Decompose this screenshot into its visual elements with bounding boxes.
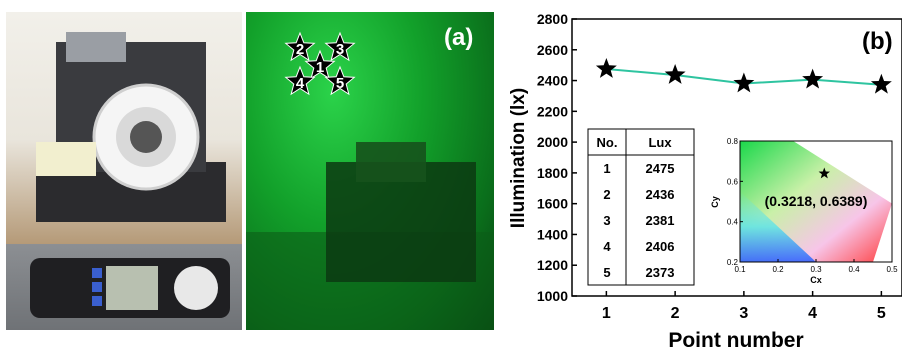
x-tick-label: 2: [671, 305, 680, 322]
measurement-star-2: [284, 31, 316, 62]
lux-meter-illustration: [30, 258, 230, 318]
inset-x-axis-title: Cx: [810, 275, 822, 285]
inset-x-tick-label: 0.4: [848, 265, 860, 274]
y-tick-label: 2000: [537, 134, 568, 150]
inset-y-tick-label: 0.8: [727, 137, 739, 146]
y-tick-label: 1400: [537, 226, 568, 242]
x-tick-label: 3: [739, 305, 748, 322]
measurement-star-4: [284, 65, 316, 96]
cie-blue-region: [740, 191, 816, 262]
measurement-star-3: [324, 31, 356, 62]
y-tick-label: 1800: [537, 165, 568, 181]
plot-frame: [571, 18, 902, 297]
inset-x-tick-label: 0.5: [886, 265, 898, 274]
measurement-star-label: 4: [296, 75, 305, 92]
data-point-4: [802, 68, 824, 89]
measurement-star-label: 3: [336, 41, 344, 58]
y-tick-label: 1000: [537, 288, 568, 304]
table-cell: 2406: [646, 239, 675, 254]
green-illumination-photo: [246, 12, 494, 330]
table-cell: 2436: [646, 187, 675, 202]
measurement-star-label: 2: [296, 41, 304, 58]
inset-chromaticity-point: [818, 167, 830, 179]
measurement-star-label: 1: [316, 59, 324, 76]
table-header: No.: [597, 135, 618, 150]
table-cell: 2373: [646, 265, 675, 280]
illumination-chart: 1000 1200 1400 1600 1800 2000 2200 2400 2600 2800…: [508, 11, 902, 351]
table-cell: 2475: [646, 161, 675, 176]
table-cell: 4: [603, 239, 611, 254]
measurement-star-5: [324, 65, 356, 96]
green-scene: [246, 142, 494, 330]
table-cell: 2381: [646, 213, 675, 228]
table-cell: 1: [603, 161, 610, 176]
table-cell: 2: [603, 187, 610, 202]
inset-y-tick-label: 0.4: [727, 218, 739, 227]
measurement-star-label: 5: [336, 75, 344, 92]
lux-meter-photo: [6, 244, 242, 330]
panel-a-label: (a): [444, 24, 474, 51]
inset-annotation: (0.3218, 0.6389): [765, 193, 868, 209]
data-point-2: [664, 64, 686, 84]
y-axis-title: Illumination (lx): [508, 88, 529, 228]
y-tick-label: 2200: [537, 103, 568, 119]
x-tick-label: 1: [602, 305, 611, 322]
lux-table: [587, 128, 695, 286]
y-tick-label: 1200: [537, 257, 568, 273]
inset-x-tick-label: 0.2: [772, 265, 784, 274]
device-illustration: [36, 32, 226, 222]
data-point-1: [595, 58, 617, 78]
device-photo: [6, 12, 242, 244]
data-point-5: [870, 73, 892, 94]
x-tick-label: 4: [808, 305, 817, 322]
table-cell: 3: [603, 213, 610, 228]
data-point-3: [733, 72, 755, 93]
x-tick-label: 5: [877, 305, 886, 322]
y-tick-label: 2800: [537, 11, 568, 27]
inset-y-axis-title: Cy: [710, 196, 720, 208]
y-tick-label: 2600: [537, 42, 568, 58]
table-header: Lux: [648, 135, 672, 150]
measurement-star-1: [304, 49, 336, 80]
table-cell: 5: [603, 265, 610, 280]
inset-x-tick-label: 0.3: [810, 265, 822, 274]
measurement-points: 2 314 5: [284, 31, 356, 96]
inset-y-tick-label: 0.2: [727, 258, 739, 267]
inset-y-tick-label: 0.6: [727, 177, 739, 186]
y-tick-label: 1600: [537, 196, 568, 212]
y-tick-label: 2400: [537, 73, 568, 89]
x-axis-title: Point number: [668, 329, 803, 351]
inset-x-tick-label: 0.1: [734, 265, 746, 274]
panel-b-label: (b): [862, 28, 893, 55]
